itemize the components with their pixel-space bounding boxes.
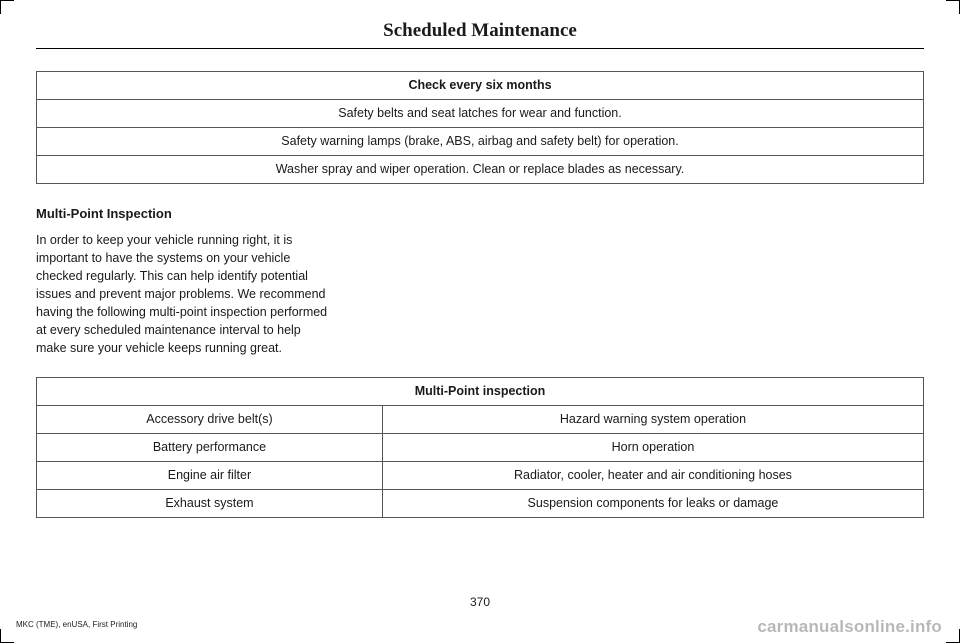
table-row: Safety belts and seat latches for wear a… (37, 99, 924, 127)
page-title: Scheduled Maintenance (36, 20, 924, 48)
table-cell: Accessory drive belt(s) (37, 406, 383, 434)
table-cell: Horn operation (382, 434, 923, 462)
crop-mark-bl (0, 629, 14, 643)
watermark: carmanualsonline.info (757, 617, 942, 637)
multi-point-body: In order to keep your vehicle running ri… (36, 231, 334, 358)
table-cell: Suspension components for leaks or damag… (382, 489, 923, 517)
multi-point-heading: Multi-Point Inspection (36, 206, 924, 221)
crop-mark-tr (946, 0, 960, 14)
table-row: Safety warning lamps (brake, ABS, airbag… (37, 127, 924, 155)
multi-point-table: Multi-Point inspection Accessory drive b… (36, 377, 924, 517)
footer-text: MKC (TME), enUSA, First Printing (16, 620, 137, 629)
crop-mark-tl (0, 0, 14, 14)
table-cell: Hazard warning system operation (382, 406, 923, 434)
crop-mark-br (946, 629, 960, 643)
six-months-table: Check every six months Safety belts and … (36, 71, 924, 184)
header-rule (36, 48, 924, 49)
page-number: 370 (0, 595, 960, 609)
table-cell: Radiator, cooler, heater and air conditi… (382, 462, 923, 490)
table-row: Washer spray and wiper operation. Clean … (37, 155, 924, 183)
table-cell: Engine air filter (37, 462, 383, 490)
six-months-header: Check every six months (37, 72, 924, 100)
table-cell: Battery performance (37, 434, 383, 462)
table-cell: Exhaust system (37, 489, 383, 517)
multi-point-table-header: Multi-Point inspection (37, 378, 924, 406)
